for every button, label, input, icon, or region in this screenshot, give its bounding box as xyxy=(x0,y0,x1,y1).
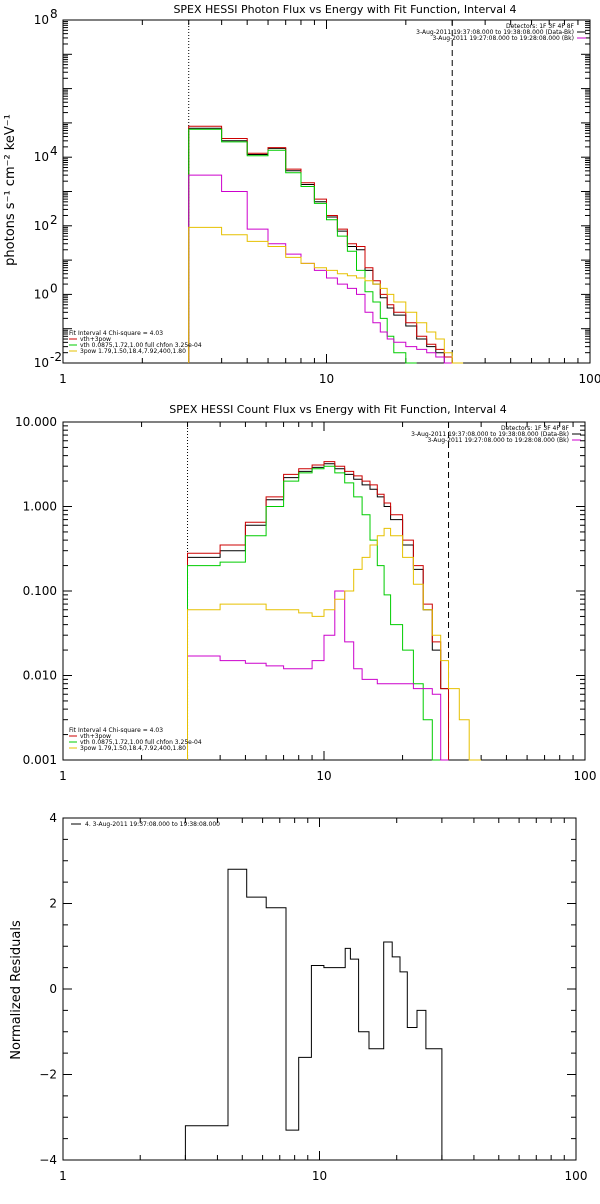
y-tick-label: 2 xyxy=(49,897,57,911)
y-tick-label: 10.000 xyxy=(15,415,57,429)
chart-title: SPEX HESSI Count Flux vs Energy with Fit… xyxy=(169,403,506,416)
fit-legend-text: 3pow 1.79,1.50,18.4,7.92,400,1.80 xyxy=(80,745,186,752)
y-tick-label: 10 xyxy=(34,219,49,233)
y-tick-label: 1.000 xyxy=(23,500,57,514)
fit-legend-text: vth 0.0875,1.72,1.00 full chfon 3.25e-04 xyxy=(80,342,202,349)
series-line-0 xyxy=(184,868,443,1160)
fit-legend-text: 3pow 1.79,1.50,18.4,7.92,400,1.80 xyxy=(80,348,186,355)
series-line-1 xyxy=(188,125,453,363)
series-line-4 xyxy=(187,527,482,761)
y-axis-label: Normalized Residuals xyxy=(9,920,24,1060)
x-tick-label: 10 xyxy=(319,372,334,386)
y-tick-label: 4 xyxy=(49,811,57,825)
y-tick-label: −4 xyxy=(39,1153,57,1167)
series-line-2 xyxy=(188,128,417,364)
y-tick-label: 0 xyxy=(49,982,57,996)
legend-text: 3-Aug-2011 19:27:08.000 to 19:28:08.000 … xyxy=(427,437,569,444)
x-tick-label: 1 xyxy=(59,372,67,386)
fit-legend-text: vth+3pow xyxy=(80,336,111,343)
legend-text: Detectors: 1F 3F 4F 8F xyxy=(506,23,575,30)
series-line-1 xyxy=(187,461,449,760)
series-line-2 xyxy=(187,465,441,761)
y-tick-exponent: -2 xyxy=(50,350,62,364)
y-axis-label: photons s⁻¹ cm⁻² keV⁻¹ xyxy=(3,114,18,266)
plot-frame xyxy=(62,421,586,761)
chart-title: SPEX HESSI Photon Flux vs Energy with Fi… xyxy=(173,3,516,16)
series-line-0 xyxy=(188,127,453,364)
y-tick-label: 10 xyxy=(34,150,49,164)
y-tick-label: 0.001 xyxy=(23,753,57,767)
x-tick-label: 10 xyxy=(316,769,331,783)
legend-text: Detectors: 1F 3F 4F 8F xyxy=(501,425,570,432)
y-tick-exponent: 0 xyxy=(50,281,58,295)
fit-legend-text: vth 0.0875,1.72,1.00 full chfon 3.25e-04 xyxy=(80,739,202,746)
residuals-panel: 1 10 100 −4 −2 0 2 4 Normalized Residuals 4. 3-Au… xyxy=(9,811,587,1183)
y-tick-label: 10 xyxy=(34,356,49,370)
y-tick-exponent: 2 xyxy=(50,213,58,227)
y-tick-label: 0.100 xyxy=(23,584,57,598)
plot-frame xyxy=(62,19,591,364)
x-tick-label: 100 xyxy=(574,769,597,783)
legend-text: 4. 3-Aug-2011 19:37:08.000 to 19:38:08.0… xyxy=(85,821,220,828)
y-tick-exponent: 4 xyxy=(50,144,58,158)
legend-text: 3-Aug-2011 19:37:08.000 to 19:38:08.000 … xyxy=(411,431,569,438)
series-line-4 xyxy=(188,226,464,364)
plot-frame xyxy=(62,817,577,1161)
series-line-0 xyxy=(187,463,449,760)
x-tick-label: 1 xyxy=(59,769,67,783)
y-tick-label: 0.010 xyxy=(23,669,57,683)
x-tick-label: 10 xyxy=(312,1169,327,1183)
y-tick-label: 10 xyxy=(34,13,49,27)
x-tick-label: 1 xyxy=(59,1169,67,1183)
fit-legend-header: Fit Interval 4 Chi-square = 4.03 xyxy=(69,727,163,734)
fit-legend-text: vth+3pow xyxy=(80,733,111,740)
y-tick-exponent: 8 xyxy=(50,7,58,21)
legend-text: 3-Aug-2011 19:27:08.000 to 19:28:08.000 … xyxy=(432,35,574,42)
x-tick-label: 100 xyxy=(565,1169,588,1183)
fit-legend-header: Fit Interval 4 Chi-square = 4.03 xyxy=(69,330,163,337)
series-line-3 xyxy=(187,590,449,761)
y-tick-label: −2 xyxy=(39,1068,57,1082)
count-flux-panel: SPEX HESSI Count Flux vs Energy with Fit… xyxy=(15,403,596,783)
legend-text: 3-Aug-2011 19:37:08.000 to 19:38:08.000 … xyxy=(416,29,574,36)
x-tick-label: 100 xyxy=(579,372,600,386)
y-tick-label: 10 xyxy=(34,287,49,301)
photon-flux-panel: SPEX HESSI Photon Flux vs Energy with Fi… xyxy=(3,3,600,386)
